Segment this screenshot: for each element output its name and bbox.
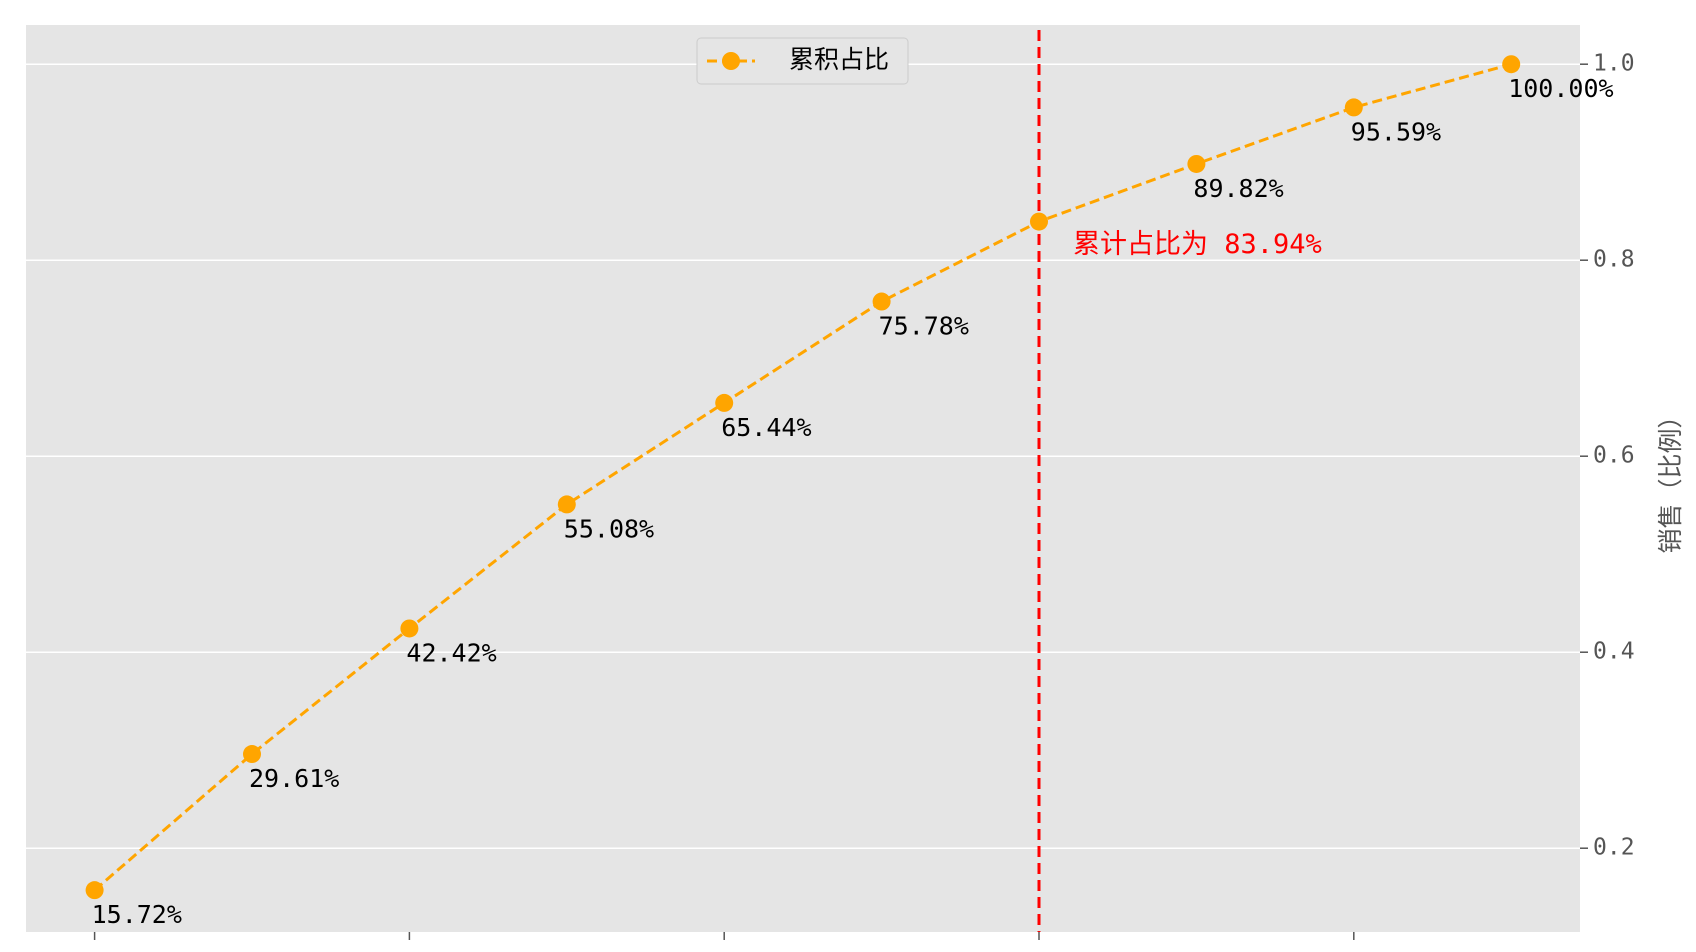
plot-area bbox=[26, 25, 1580, 932]
y-tick-label: 0.8 bbox=[1593, 247, 1635, 273]
value-label: 15.72% bbox=[92, 900, 182, 929]
y-tick-label: 0.4 bbox=[1593, 639, 1635, 665]
legend-label: 累积占比 bbox=[789, 45, 889, 74]
y-axis-label: 销售（比例） bbox=[1656, 403, 1685, 553]
point bbox=[1502, 55, 1521, 74]
value-label: 65.44% bbox=[721, 413, 811, 442]
point bbox=[400, 619, 419, 638]
legend-marker bbox=[722, 52, 740, 70]
point bbox=[715, 393, 734, 412]
value-label: 89.82% bbox=[1193, 174, 1283, 203]
point bbox=[1187, 154, 1206, 173]
y-tick-label: 0.6 bbox=[1593, 443, 1635, 469]
annotation: 累计占比为 83.94% bbox=[1073, 229, 1322, 260]
point bbox=[243, 745, 261, 764]
value-label: 75.78% bbox=[879, 312, 969, 341]
y-tick-label: 0.2 bbox=[1593, 835, 1635, 861]
point bbox=[1344, 98, 1363, 117]
value-label: 29.61% bbox=[249, 764, 339, 793]
y-tick-label: 1.0 bbox=[1593, 51, 1635, 77]
value-label: 42.42% bbox=[406, 638, 496, 667]
point bbox=[1030, 212, 1048, 231]
value-label: 100.00% bbox=[1508, 74, 1613, 103]
point bbox=[557, 495, 576, 514]
legend-box bbox=[696, 37, 909, 85]
value-label: 95.59% bbox=[1351, 117, 1441, 146]
line bbox=[93, 62, 1512, 892]
value-label: 55.08% bbox=[564, 514, 654, 543]
point bbox=[872, 292, 891, 311]
point bbox=[85, 881, 104, 900]
